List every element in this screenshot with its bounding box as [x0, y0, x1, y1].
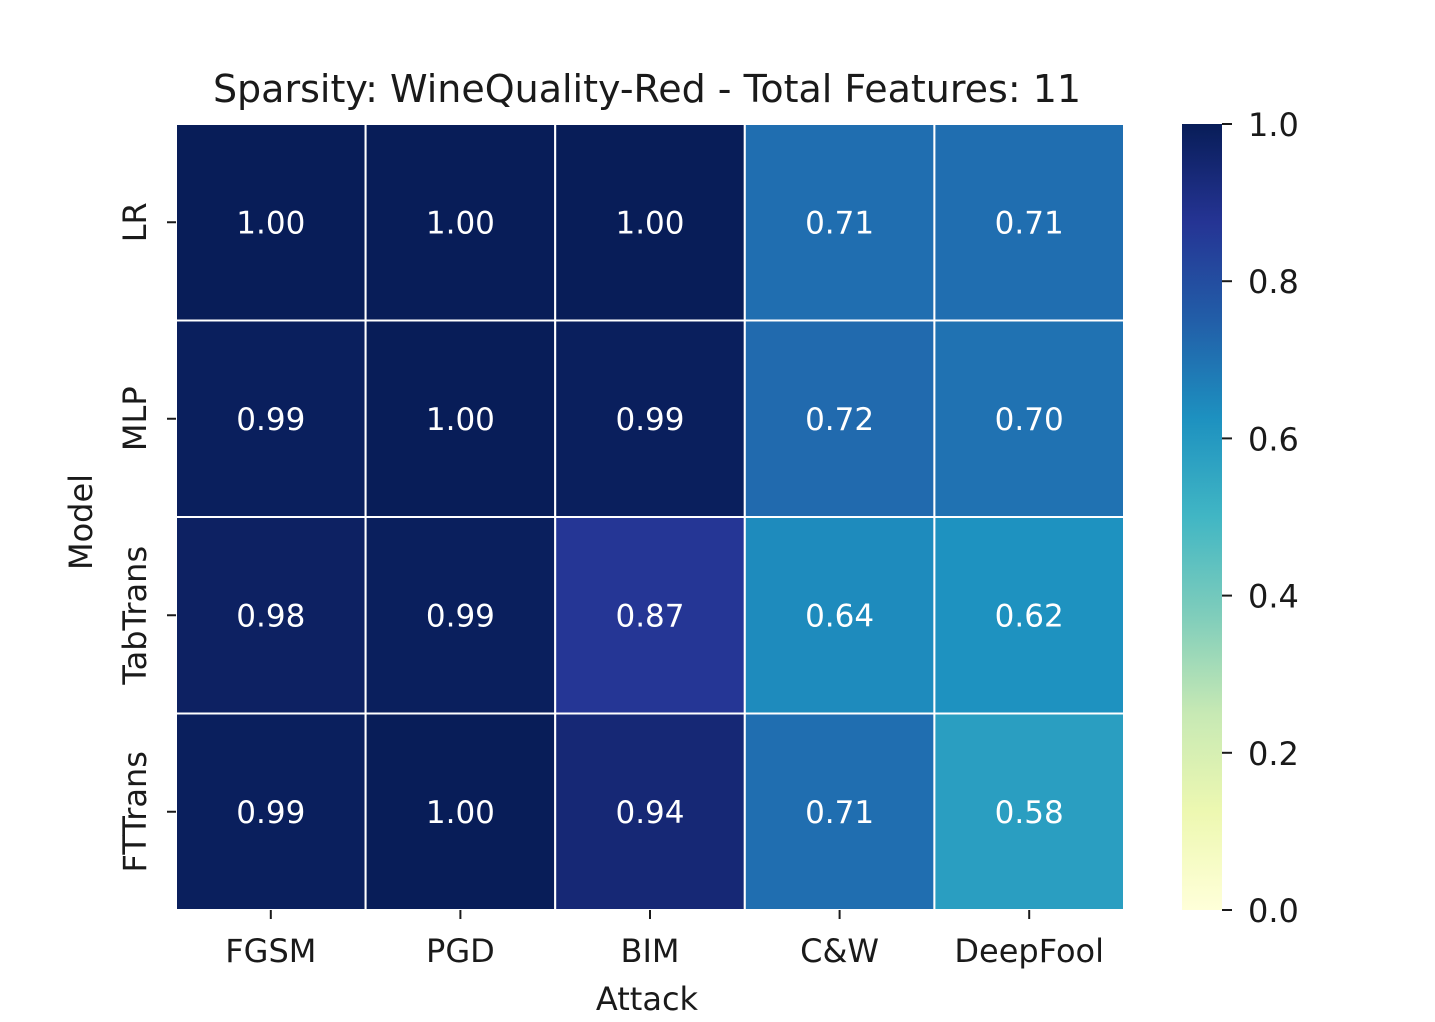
- cell-value-label: 1.00: [426, 795, 495, 831]
- cell-value-label: 0.98: [236, 598, 305, 634]
- colorbar-tick-label: 1.0: [1248, 106, 1299, 144]
- cell-value-label: 1.00: [426, 402, 495, 438]
- heatmap-cell: [933, 712, 1126, 911]
- colorbar-tick-label: 0.0: [1248, 892, 1299, 930]
- chart-title: Sparsity: WineQuality-Red - Total Featur…: [213, 67, 1081, 111]
- heatmap-cell: [364, 123, 557, 322]
- heatmap-cell: [175, 123, 367, 322]
- x-tick-label: PGD: [426, 932, 495, 970]
- y-tick-label: FTTrans: [116, 751, 154, 872]
- y-axis-label: Model: [62, 474, 100, 570]
- cell-value-label: 0.99: [236, 795, 305, 831]
- colorbar-ticks: 0.0 0.2 0.4 0.6 0.8 1.0: [1222, 106, 1299, 930]
- cell-value-label: 0.71: [805, 205, 874, 241]
- cell-value-label: 0.64: [805, 598, 874, 634]
- cell-value-label: 0.94: [615, 795, 684, 831]
- colorbar-tick-label: 0.8: [1248, 263, 1299, 301]
- y-tick-label: TabTrans: [116, 546, 154, 686]
- colorbar: [1182, 124, 1222, 910]
- colorbar-tick-label: 0.6: [1248, 420, 1299, 458]
- y-tick-label: MLP: [116, 386, 154, 451]
- heatmap-cell: [743, 516, 936, 715]
- cell-value-label: 0.99: [426, 598, 495, 634]
- x-axis-label: Attack: [596, 980, 699, 1018]
- cell-annotations: 1.00 1.00 1.00 0.71 0.71 0.99 1.00 0.99 0.72 0.70…: [236, 205, 1063, 831]
- cell-value-label: 0.70: [995, 402, 1064, 438]
- heatmap-cell: [743, 123, 936, 322]
- cell-value-label: 1.00: [615, 205, 684, 241]
- heatmap-cell: [933, 123, 1126, 322]
- heatmap-cell: [364, 712, 557, 911]
- cell-value-label: 0.62: [995, 598, 1064, 634]
- heatmap-cell: [933, 516, 1126, 715]
- cell-value-label: 1.00: [236, 205, 305, 241]
- cell-value-label: 0.71: [995, 205, 1064, 241]
- heatmap-cell: [175, 319, 367, 518]
- y-axis-ticks: LR MLP TabTrans FTTrans: [116, 202, 176, 872]
- x-tick-label: C&W: [800, 932, 879, 970]
- x-tick-label: FGSM: [225, 932, 316, 970]
- heatmap-cell: [933, 319, 1126, 518]
- cell-value-label: 0.58: [995, 795, 1064, 831]
- x-axis-ticks: FGSM PGD BIM C&W DeepFool: [225, 910, 1104, 970]
- colorbar-tick-label: 0.2: [1248, 735, 1299, 773]
- heatmap-cell: [554, 123, 746, 322]
- cell-value-label: 0.99: [236, 402, 305, 438]
- heatmap-cell: [554, 319, 746, 518]
- y-tick-label: LR: [116, 202, 154, 242]
- heatmap-cell: [554, 712, 746, 911]
- cell-value-label: 0.72: [805, 402, 874, 438]
- x-tick-label: DeepFool: [954, 932, 1104, 970]
- x-tick-label: BIM: [621, 932, 680, 970]
- cell-value-label: 0.99: [615, 402, 684, 438]
- heatmap-cell: [364, 516, 557, 715]
- heatmap-cell: [743, 712, 936, 911]
- cell-value-label: 0.71: [805, 795, 874, 831]
- heatmap-cells: [175, 123, 1126, 911]
- heatmap-cell: [554, 516, 746, 715]
- cell-value-label: 1.00: [426, 205, 495, 241]
- cell-value-label: 0.87: [615, 598, 684, 634]
- colorbar-tick-label: 0.4: [1248, 578, 1299, 616]
